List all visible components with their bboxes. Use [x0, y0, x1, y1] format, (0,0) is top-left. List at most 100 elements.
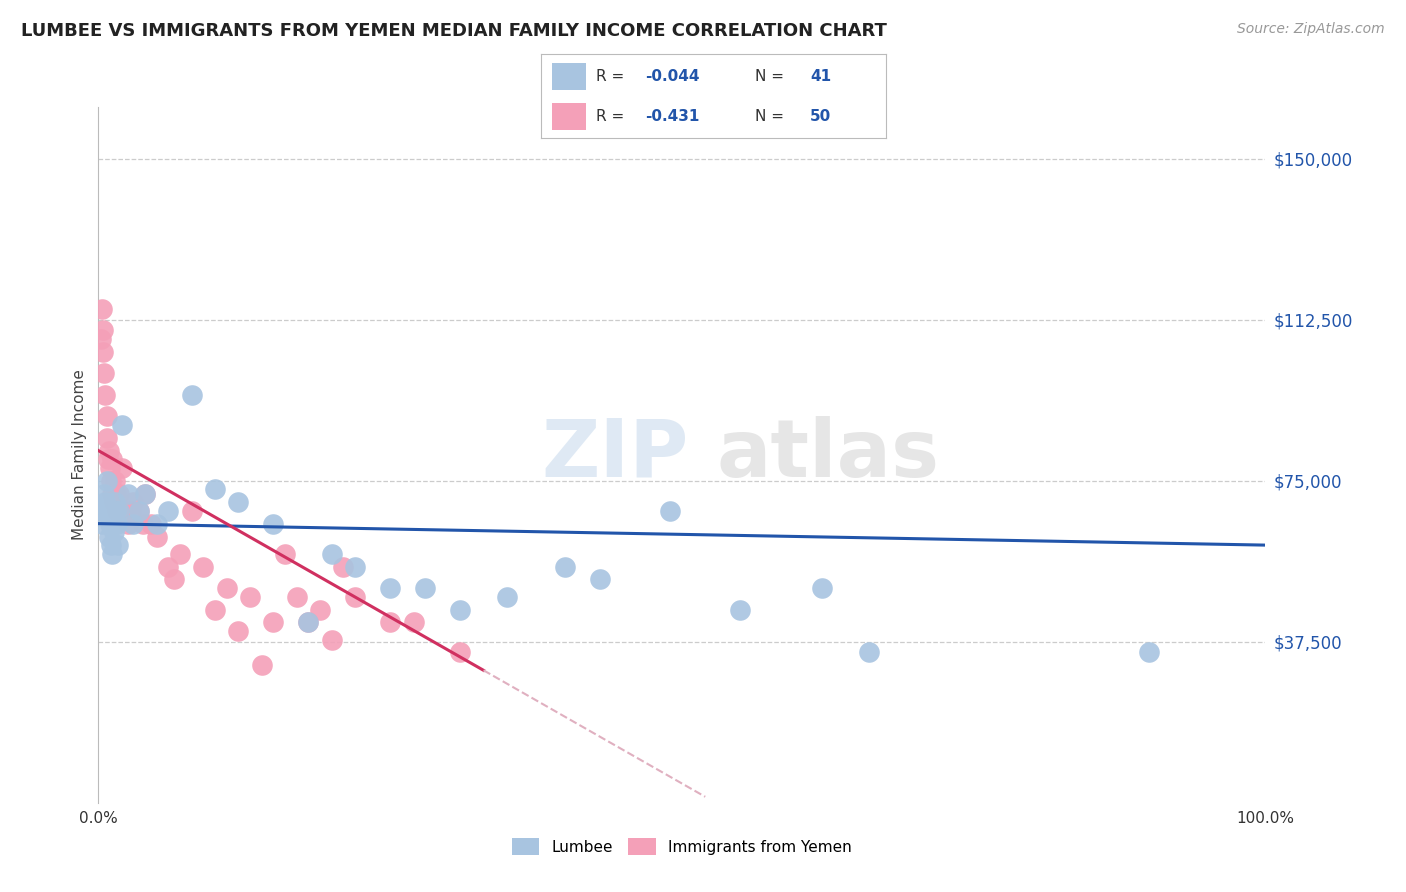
Text: ZIP: ZIP — [541, 416, 689, 494]
Point — [97, 452, 120, 467]
Point — [122, 516, 145, 531]
Point — [402, 615, 425, 630]
Point — [180, 388, 202, 402]
Point — [94, 388, 117, 402]
Point — [215, 581, 238, 595]
Point — [309, 602, 332, 616]
Point — [134, 486, 156, 500]
Point — [98, 460, 121, 475]
Point — [730, 602, 752, 616]
Point — [139, 516, 162, 531]
Point — [97, 443, 120, 458]
Point — [554, 559, 576, 574]
Point — [146, 529, 169, 543]
Point — [108, 504, 131, 518]
Point — [157, 504, 180, 518]
Point — [90, 332, 112, 346]
Point — [93, 367, 115, 381]
Point — [321, 547, 343, 561]
Point — [146, 516, 169, 531]
Point — [321, 632, 343, 647]
Point — [111, 460, 134, 475]
Point — [380, 615, 402, 630]
Point — [169, 547, 191, 561]
Point — [297, 615, 319, 630]
Point — [94, 495, 117, 509]
Point — [858, 645, 880, 659]
Point — [228, 624, 250, 638]
Y-axis label: Median Family Income: Median Family Income — [72, 369, 87, 541]
Text: N =: N = — [755, 69, 789, 84]
Point — [332, 559, 354, 574]
Point — [380, 581, 402, 595]
Point — [274, 547, 297, 561]
Point — [96, 409, 118, 424]
Point — [589, 573, 612, 587]
Point — [262, 615, 284, 630]
Point — [93, 486, 115, 500]
Text: LUMBEE VS IMMIGRANTS FROM YEMEN MEDIAN FAMILY INCOME CORRELATION CHART: LUMBEE VS IMMIGRANTS FROM YEMEN MEDIAN F… — [21, 22, 887, 40]
Text: -0.431: -0.431 — [645, 109, 699, 124]
Point — [285, 590, 308, 604]
Point — [120, 504, 142, 518]
Point — [104, 504, 127, 518]
Point — [193, 559, 215, 574]
Point — [128, 504, 150, 518]
Point — [122, 495, 145, 509]
Point — [112, 504, 135, 518]
Point — [103, 495, 125, 509]
Point — [101, 547, 124, 561]
Text: Source: ZipAtlas.com: Source: ZipAtlas.com — [1237, 22, 1385, 37]
Point — [103, 525, 125, 540]
Point — [132, 516, 155, 531]
Point — [228, 495, 250, 509]
Point — [250, 658, 273, 673]
Point — [496, 590, 519, 604]
Point — [204, 602, 226, 616]
Point — [100, 474, 122, 488]
Text: atlas: atlas — [717, 416, 941, 494]
Point — [204, 483, 226, 497]
Point — [239, 590, 262, 604]
Point — [344, 559, 367, 574]
Point — [344, 590, 367, 604]
Point — [413, 581, 436, 595]
Point — [91, 344, 114, 359]
Point — [90, 301, 112, 316]
Point — [262, 516, 284, 531]
Point — [157, 559, 180, 574]
Point — [811, 581, 834, 595]
Point — [104, 474, 127, 488]
Point — [98, 516, 121, 531]
Point — [659, 504, 682, 518]
Text: -0.044: -0.044 — [645, 69, 699, 84]
Point — [97, 504, 120, 518]
Point — [97, 529, 120, 543]
Point — [117, 486, 139, 500]
Point — [104, 495, 127, 509]
Point — [134, 486, 156, 500]
Point — [105, 516, 128, 531]
Point — [111, 417, 134, 432]
Point — [96, 474, 118, 488]
Point — [449, 602, 471, 616]
Point — [297, 615, 319, 630]
Point — [105, 504, 128, 518]
Point — [90, 516, 112, 531]
Point — [180, 504, 202, 518]
Text: N =: N = — [755, 109, 789, 124]
Point — [1137, 645, 1160, 659]
Point — [91, 323, 114, 337]
Point — [107, 538, 129, 552]
Bar — [551, 62, 586, 90]
Legend: Lumbee, Immigrants from Yemen: Lumbee, Immigrants from Yemen — [506, 832, 858, 862]
Text: 41: 41 — [810, 69, 831, 84]
Point — [104, 486, 127, 500]
Point — [128, 504, 150, 518]
Point — [117, 516, 139, 531]
Text: R =: R = — [596, 109, 630, 124]
Point — [108, 486, 131, 500]
Point — [449, 645, 471, 659]
Bar — [551, 103, 586, 130]
Point — [91, 504, 114, 518]
